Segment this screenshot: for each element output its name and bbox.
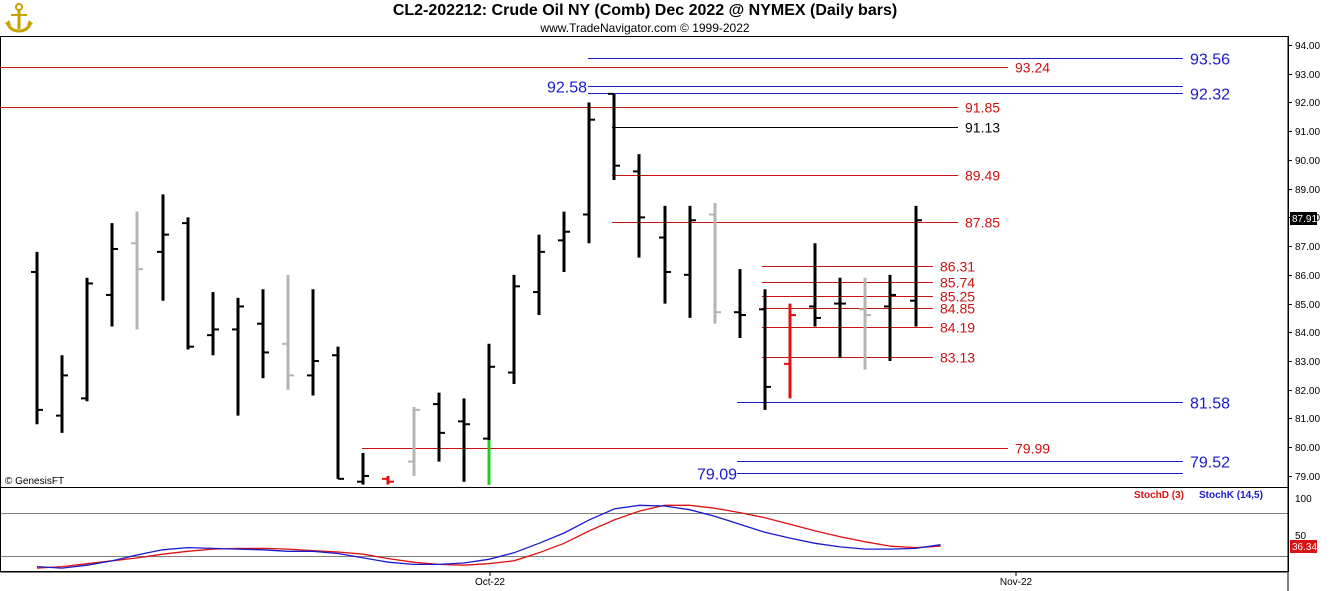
stoch-y-tick-label: 50 (1295, 531, 1307, 542)
ohlc-bar (81, 277, 93, 402)
stochastic-panel: 100 50 (0, 494, 1312, 569)
ohlc-bar (633, 154, 645, 258)
y-tick-label: 94.00 (1295, 41, 1320, 52)
ohlc-bar (131, 211, 143, 330)
level-label: 84.85 (940, 301, 975, 317)
y-tick-label: 80.00 (1295, 443, 1320, 454)
y-tick-label: 81.00 (1295, 414, 1320, 425)
ohlc-bar (357, 452, 369, 485)
y-tick-label: 82.00 (1295, 386, 1320, 397)
ohlc-bar (859, 277, 871, 370)
ohlc-bar (809, 243, 821, 327)
stoch-y-tick-label: 100 (1295, 494, 1312, 505)
legend-stochk: StochK (14,5) (1199, 490, 1263, 501)
ohlc-bar (433, 392, 445, 462)
stochk-line (36, 504, 941, 569)
level-label: 85.25 (940, 289, 975, 305)
ohlc-bar (232, 297, 244, 416)
level-label: 93.56 (1190, 51, 1230, 68)
ohlc-bar (207, 292, 219, 356)
ohlc-bar (910, 205, 922, 327)
stoch-last-value-box (1290, 540, 1317, 553)
level-label: 87.85 (965, 215, 1000, 231)
ohlc-bar (709, 203, 721, 324)
price-y-axis: 94.0093.0092.0091.0090.0089.0088.0087.00… (1288, 41, 1320, 483)
level-label: 92.58 (547, 79, 587, 96)
level-label: 79.09 (697, 466, 737, 483)
level-label: 79.99 (1015, 441, 1050, 457)
y-tick-label: 85.00 (1295, 300, 1320, 311)
legend-stochd: StochD (3) (1134, 490, 1184, 501)
ohlc-bar (382, 475, 394, 485)
ohlc-bar (508, 274, 520, 385)
ohlc-bar (282, 274, 294, 390)
ohlc-bar (458, 398, 470, 482)
last-price-label: 87.91 (1292, 214, 1317, 225)
chart-subtitle: www.TradeNavigator.com © 1999-2022 (540, 21, 750, 35)
ohlc-bar (408, 406, 420, 476)
ohlc-bar (56, 355, 68, 433)
y-tick-label: 84.00 (1295, 328, 1320, 339)
x-tick-label: Oct-22 (475, 577, 505, 588)
level-label: 81.58 (1190, 395, 1230, 412)
y-tick-label: 93.00 (1295, 70, 1320, 81)
stoch-panel-frame (0, 487, 1289, 572)
ohlc-bar (759, 289, 771, 410)
last-price-box (1290, 212, 1317, 225)
level-label: 85.74 (940, 275, 975, 291)
chart-title: CL2-202212: Crude Oil NY (Comb) Dec 2022… (392, 2, 898, 19)
support-resistance-levels: 93.56 93.24 92.58 92.32 91.85 91.13 89.49 87.85… (0, 51, 1230, 483)
ohlc-bar (734, 269, 746, 339)
ohlc-bar (106, 223, 118, 327)
level-label: 84.19 (940, 320, 975, 336)
ohlc-bar (684, 205, 696, 318)
y-tick-label: 87.00 (1295, 242, 1320, 253)
chart-header: CL2-202212: Crude Oil NY (Comb) Dec 2022… (0, 0, 1290, 36)
ohlc-bar (533, 234, 545, 316)
anchor-logo-icon (5, 3, 33, 33)
y-tick-label: 89.00 (1295, 185, 1320, 196)
level-label: 86.31 (940, 259, 975, 275)
watermark: © GenesisFT (5, 476, 64, 487)
level-label: 91.85 (965, 100, 1000, 116)
level-label: 91.13 (965, 120, 1000, 136)
stochd-line (36, 504, 941, 569)
y-tick-label: 91.00 (1295, 127, 1320, 138)
y-tick-label: 83.00 (1295, 357, 1320, 368)
stoch-last-value-label: 36.34 (1292, 542, 1317, 553)
ohlc-bar (784, 303, 796, 399)
ohlc-bar (182, 217, 194, 350)
y-tick-label: 79.00 (1295, 472, 1320, 483)
ohlc-bar (332, 346, 344, 480)
ohlc-bar (157, 194, 169, 301)
level-label: 79.52 (1190, 454, 1230, 471)
ohlc-bar (834, 277, 846, 359)
ohlc-bar (884, 274, 896, 362)
y-tick-label: 92.00 (1295, 98, 1320, 109)
ohlc-bars (31, 92, 922, 485)
level-label: 83.13 (940, 350, 975, 366)
level-label: 89.49 (965, 168, 1000, 184)
ohlc-bar (257, 289, 269, 379)
y-tick-label: 90.00 (1295, 156, 1320, 167)
x-tick-label: Nov-22 (1000, 577, 1033, 588)
level-label: 92.32 (1190, 86, 1230, 103)
ohlc-bar (583, 102, 595, 244)
ohlc-bar (307, 289, 319, 396)
ohlc-bar (31, 251, 43, 425)
ohlc-bar (608, 92, 620, 181)
ohlc-bar (659, 205, 671, 304)
x-axis: Oct-22 Nov-22 (475, 572, 1033, 588)
price-panel-frame (0, 36, 1289, 488)
y-tick-label: 86.00 (1295, 271, 1320, 282)
ohlc-bar (558, 211, 570, 272)
level-label: 93.24 (1015, 60, 1050, 76)
